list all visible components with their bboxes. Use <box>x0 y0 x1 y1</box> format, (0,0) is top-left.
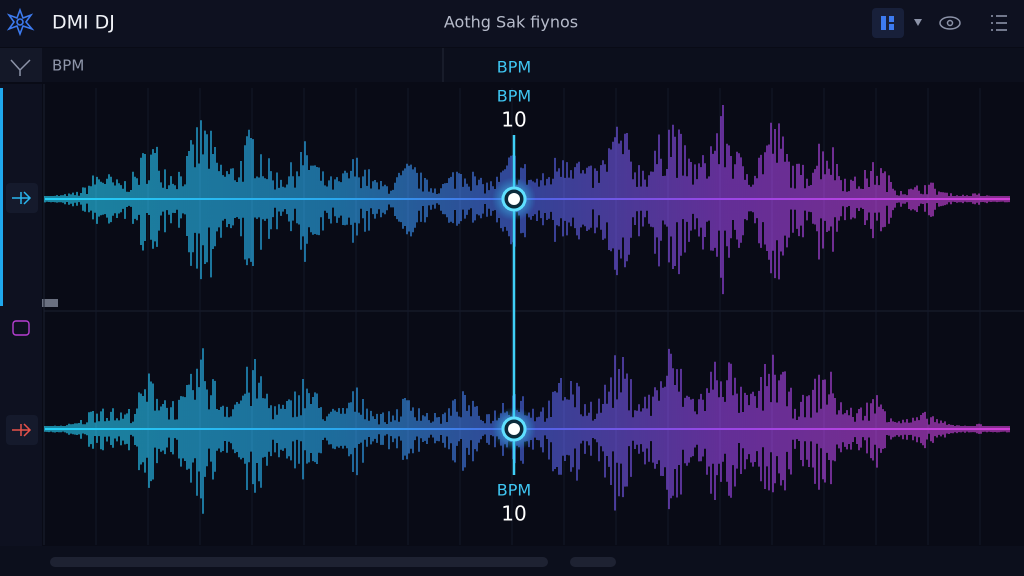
deck-2-mode-button[interactable] <box>12 320 30 336</box>
tool-icon <box>10 59 31 76</box>
dropdown-arrow[interactable] <box>914 19 922 26</box>
icon-part <box>889 24 894 30</box>
cue-icon <box>12 191 32 205</box>
readout-value: 10 <box>501 502 526 526</box>
app-name: DMI DJ <box>52 12 115 34</box>
layout-icon <box>881 16 894 30</box>
layout-button[interactable] <box>872 8 904 38</box>
menu-button[interactable] <box>991 15 1007 31</box>
beat-grid <box>95 88 981 545</box>
playhead-label: BPM <box>497 58 531 77</box>
track-title: Aothg Sak fiynos <box>444 13 578 32</box>
toolbar <box>0 48 1024 82</box>
eye-pupil <box>946 19 954 27</box>
readout-label: BPM <box>497 87 531 106</box>
deck-1-indicator <box>0 88 3 306</box>
tool-cell[interactable] <box>0 48 42 82</box>
logo-center <box>16 18 24 26</box>
cue-icon <box>12 423 32 437</box>
logo-icon <box>6 7 35 37</box>
logo[interactable] <box>6 7 35 37</box>
fader-handle <box>42 299 58 307</box>
icon-part <box>889 16 894 22</box>
header-bar <box>0 0 1024 47</box>
view-button[interactable] <box>939 16 961 30</box>
toolbar-label: BPM <box>52 57 84 75</box>
readout-value: 10 <box>501 108 526 132</box>
knob-core <box>508 193 520 205</box>
knob-core <box>508 423 520 435</box>
readout-label: BPM <box>497 481 531 500</box>
eye-outline <box>939 16 961 30</box>
icon-part <box>881 16 886 30</box>
side-panel <box>0 84 42 546</box>
scrollbar-thumb[interactable] <box>570 557 616 567</box>
scrollbar-thumb[interactable] <box>50 557 548 567</box>
